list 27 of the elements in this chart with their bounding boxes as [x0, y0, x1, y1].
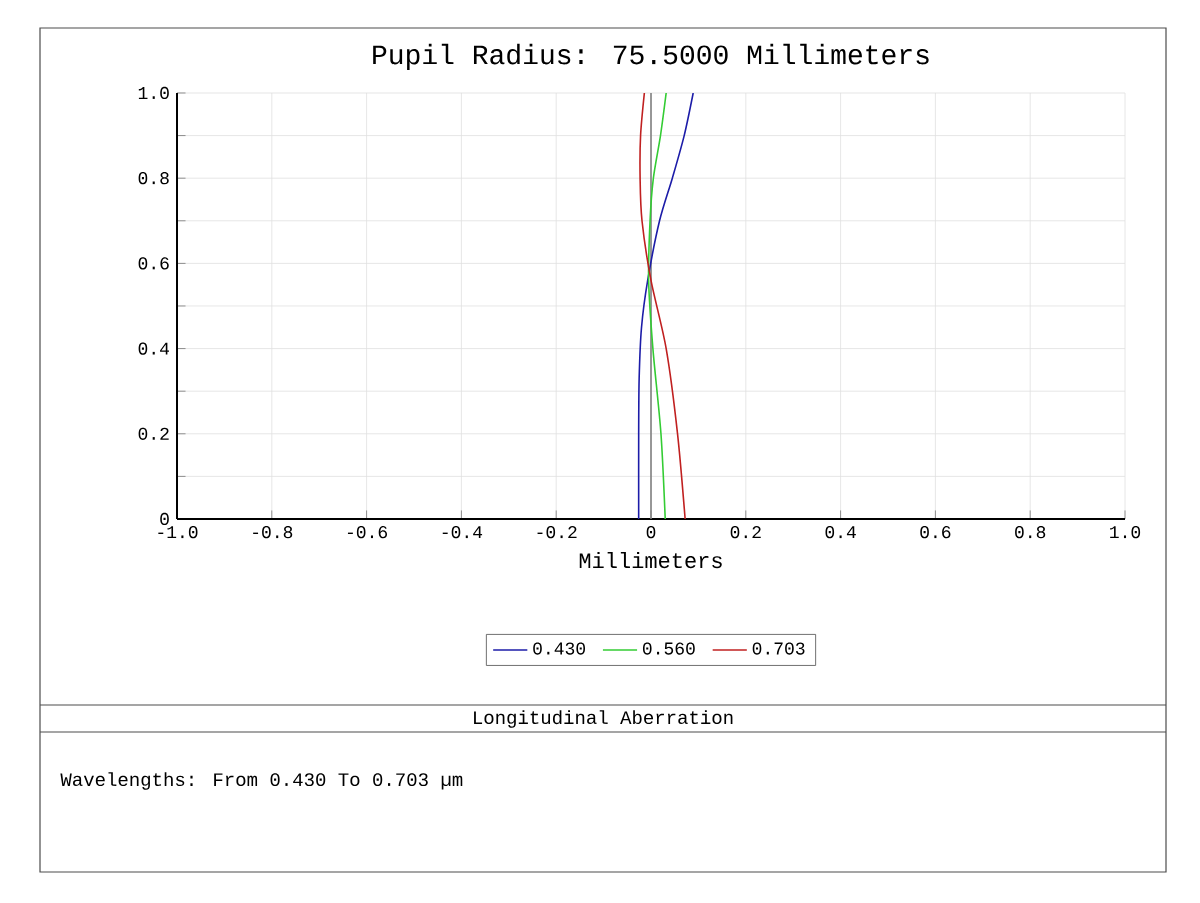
legend-label: 0.703 [752, 642, 805, 655]
x-tick-label: 1.0 [1110, 526, 1141, 539]
x-tick-label: 0.4 [825, 526, 856, 539]
x-tick-label: -0.8 [253, 526, 293, 539]
x-tick-label: -0.2 [537, 526, 577, 539]
y-tick-label: 0.2 [138, 427, 169, 440]
x-axis-title: Millimeters [579, 552, 722, 569]
x-tick-label: 0.6 [920, 526, 951, 539]
line-series [639, 92, 686, 519]
line-series [637, 92, 694, 519]
y-tick-label: 0 [160, 512, 169, 526]
chart-title: Pupil Radius: 75.5000 Millimeters [373, 43, 929, 70]
x-tick-label: -0.6 [347, 526, 388, 539]
text: Longitudinal Aberration [474, 710, 733, 728]
text: Wavelengths: From 0.430 To 0.703 µm [60, 772, 463, 790]
x-tick-label: -0.4 [442, 526, 483, 539]
line-series [647, 92, 667, 519]
y-tick-label: 0.8 [138, 172, 169, 185]
y-tick-label: 1.0 [138, 86, 169, 100]
x-tick-label: -1.0 [158, 526, 198, 539]
x-tick-label: 0.8 [1015, 526, 1046, 539]
legend-label: 0.430 [533, 642, 586, 655]
y-tick-label: 0.6 [138, 257, 169, 270]
legend-label: 0.560 [642, 642, 695, 655]
x-tick-label: 0 [646, 526, 656, 539]
x-tick-label: 0.2 [730, 526, 761, 539]
y-tick-label: 0.4 [138, 342, 170, 355]
